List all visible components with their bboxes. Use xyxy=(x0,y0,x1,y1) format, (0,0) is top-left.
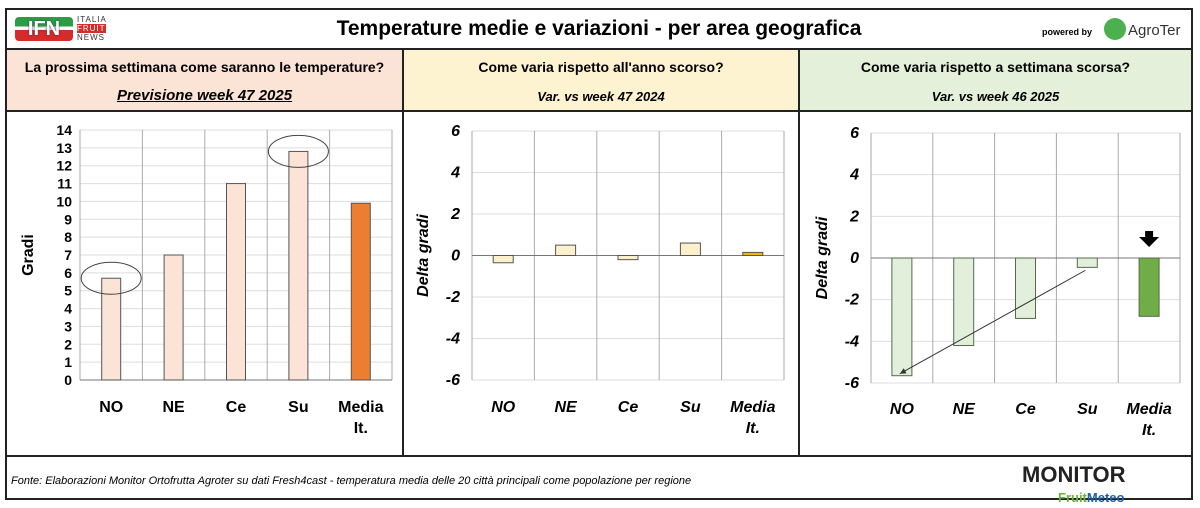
highlight-circle xyxy=(267,134,329,168)
y-tick-label: -4 xyxy=(446,331,460,348)
x-tick-label: NE xyxy=(554,399,578,416)
panel-question: Come varia rispetto all'anno scorso? xyxy=(478,59,724,75)
panel-subtitle: Var. vs week 46 2025 xyxy=(931,89,1060,104)
ifn-logo: IFN xyxy=(15,17,73,41)
x-tick-label: Ce xyxy=(1015,401,1036,418)
y-tick-label: 10 xyxy=(56,193,72,209)
x-tick-label: Su xyxy=(288,399,308,416)
y-axis-label: Delta gradi xyxy=(814,216,831,299)
y-tick-label: 6 xyxy=(64,265,72,281)
y-tick-label: 7 xyxy=(64,247,72,263)
powered-by: powered by xyxy=(1042,27,1093,37)
infographic: IFN ITALIA FRUIT NEWS Temperature medie e … xyxy=(5,8,1193,505)
y-tick-label: 11 xyxy=(57,176,72,192)
divider xyxy=(402,50,404,457)
y-tick-label: 4 xyxy=(849,167,859,184)
y-tick-label: 6 xyxy=(850,125,859,142)
bar-ne xyxy=(953,257,975,346)
bar-no xyxy=(492,255,514,264)
bar-ce xyxy=(226,183,246,381)
y-tick-label: 9 xyxy=(64,211,72,227)
y-tick-label: 13 xyxy=(56,140,72,156)
bar-no xyxy=(101,277,122,381)
bar-su xyxy=(288,150,309,381)
y-tick-label: 0 xyxy=(850,250,859,267)
x-tick-label: Ce xyxy=(618,399,639,416)
y-tick-label: -2 xyxy=(446,289,460,306)
x-tick-label: NO xyxy=(491,399,516,416)
y-tick-label: 0 xyxy=(64,372,72,388)
y-axis-label: Delta gradi xyxy=(415,214,432,297)
y-tick-label: -4 xyxy=(845,333,859,350)
down-arrow-icon xyxy=(1139,231,1160,247)
panel-question: Come varia rispetto a settimana scorsa? xyxy=(860,59,1131,75)
y-tick-label: 5 xyxy=(64,283,72,299)
x-tick-label: NE xyxy=(953,401,977,418)
y-tick-label: 1 xyxy=(64,354,72,370)
monitor-logo: MONITOR FruitMeteo xyxy=(1022,462,1126,506)
source-note: Fonte: Elaborazioni Monitor Ortofrutta A… xyxy=(11,475,692,487)
trend-arrow xyxy=(899,269,1086,375)
bar-ce xyxy=(617,255,639,261)
y-tick-label: 6 xyxy=(451,123,460,140)
x-tick-label: Media xyxy=(338,399,383,416)
highlight-circle xyxy=(80,261,142,295)
agroter-logo-icon xyxy=(1104,18,1126,40)
ifn-logo-text: ITALIA FRUIT NEWS xyxy=(77,15,107,42)
x-tick-label: It. xyxy=(1142,422,1156,439)
bar-mediait xyxy=(350,202,371,381)
bar-mediait xyxy=(742,251,764,256)
bar-ne xyxy=(163,254,184,381)
bar-mediait xyxy=(1138,257,1160,317)
divider xyxy=(7,455,1191,457)
x-tick-label: Media xyxy=(730,399,775,416)
y-tick-label: -6 xyxy=(446,372,460,389)
y-tick-label: 8 xyxy=(64,229,72,245)
panel-header-wow: Come varia rispetto a settimana scorsa? … xyxy=(800,50,1191,112)
panel-subtitle: Var. vs week 47 2024 xyxy=(537,89,665,104)
panel-question: La prossima settimana come saranno le te… xyxy=(24,59,385,75)
y-tick-label: 4 xyxy=(64,301,72,317)
x-tick-label: It. xyxy=(354,420,368,437)
bar-ne xyxy=(555,244,577,256)
agroter-logo: AgroTer xyxy=(1128,22,1181,39)
x-tick-label: Media xyxy=(1126,401,1171,418)
y-tick-label: 2 xyxy=(64,336,72,352)
x-tick-label: Su xyxy=(1077,401,1098,418)
y-tick-label: 3 xyxy=(64,318,72,334)
y-tick-label: -2 xyxy=(845,292,859,309)
y-tick-label: 0 xyxy=(451,248,460,265)
header: IFN ITALIA FRUIT NEWS Temperature medie e … xyxy=(7,10,1191,50)
y-tick-label: 2 xyxy=(450,206,460,223)
panel-header-yoy: Come varia rispetto all'anno scorso? Var… xyxy=(404,50,798,112)
x-tick-label: It. xyxy=(746,420,760,437)
y-tick-label: 4 xyxy=(450,165,460,182)
panel-subtitle: Previsione week 47 2025 xyxy=(116,87,293,104)
panel-header-forecast: La prossima settimana come saranno le te… xyxy=(7,50,402,112)
bar-su xyxy=(679,242,701,257)
y-tick-label: 14 xyxy=(56,122,72,138)
x-tick-label: Ce xyxy=(226,399,247,416)
bar-su xyxy=(1076,257,1098,268)
x-tick-label: Su xyxy=(680,399,701,416)
bar-no xyxy=(891,257,913,377)
y-axis-label: Gradi xyxy=(20,234,37,276)
y-tick-label: 12 xyxy=(56,158,72,174)
x-tick-label: NO xyxy=(99,399,123,416)
y-tick-label: -6 xyxy=(845,375,859,392)
bar-ce xyxy=(1015,257,1036,319)
x-tick-label: NO xyxy=(890,401,915,418)
divider xyxy=(798,50,800,457)
y-tick-label: 2 xyxy=(849,208,859,225)
x-tick-label: NE xyxy=(162,399,185,416)
page-title: Temperature medie e variazioni - per are… xyxy=(336,17,862,40)
